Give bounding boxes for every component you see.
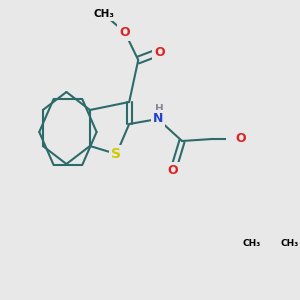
Text: O: O	[168, 164, 178, 178]
Text: N: N	[153, 112, 163, 125]
Text: H: H	[155, 104, 164, 114]
Text: O: O	[236, 133, 246, 146]
Text: O: O	[119, 26, 130, 38]
Text: O: O	[154, 46, 165, 59]
Text: CH₃: CH₃	[280, 238, 298, 247]
Text: S: S	[111, 147, 122, 161]
Text: CH₃: CH₃	[242, 238, 261, 247]
Text: CH₃: CH₃	[93, 9, 114, 19]
